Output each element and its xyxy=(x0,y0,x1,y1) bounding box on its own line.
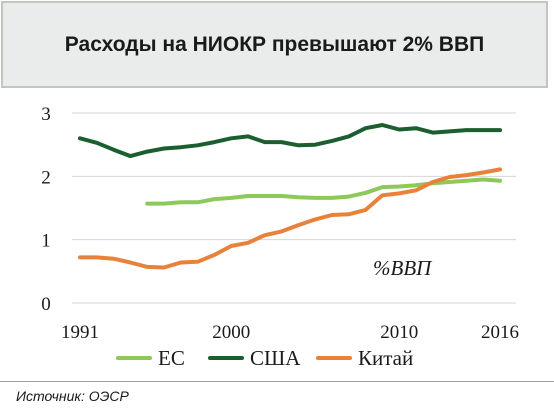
x-tick-label: 2016 xyxy=(481,322,519,343)
source-divider xyxy=(0,381,554,382)
legend-label: ЕС xyxy=(158,346,185,370)
chart-title: Расходы на НИОКР превышают 2% ВВП xyxy=(64,32,485,56)
y-tick-label: 0 xyxy=(41,294,51,315)
series-line xyxy=(145,177,502,206)
series-lines xyxy=(78,123,502,270)
y-tick-label: 1 xyxy=(41,231,51,252)
x-axis-ticks: 1991 2000 2010 2016 xyxy=(61,322,519,343)
source-note: Источник: ОЭСР xyxy=(16,388,129,404)
x-tick-label: 2010 xyxy=(380,322,418,343)
unit-annotation: %ВВП xyxy=(373,256,433,280)
grid-lines xyxy=(72,112,516,304)
x-tick-label: 1991 xyxy=(61,322,99,343)
title-banner: Расходы на НИОКР превышают 2% ВВП xyxy=(1,1,548,88)
legend-label: Китай xyxy=(358,346,413,370)
y-tick-label: 3 xyxy=(41,104,51,125)
legend: ЕС США Китай xyxy=(116,346,413,370)
legend-label: США xyxy=(250,346,301,370)
y-tick-label: 2 xyxy=(41,167,51,188)
x-tick-label: 2000 xyxy=(212,322,250,343)
series-line xyxy=(78,123,502,159)
y-axis-ticks: 0 1 2 3 xyxy=(41,104,51,315)
series-line xyxy=(78,167,502,270)
